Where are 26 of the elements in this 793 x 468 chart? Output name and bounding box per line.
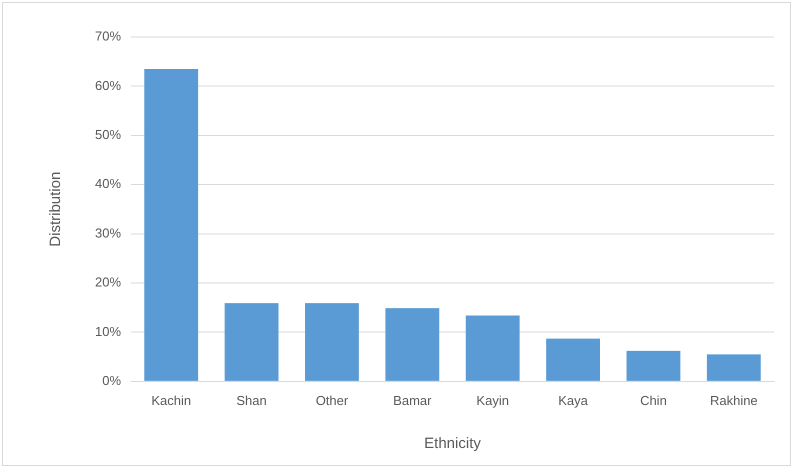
x-tick-label: Other: [316, 392, 349, 408]
bar: [546, 338, 600, 381]
y-tick-label: 40%: [94, 176, 122, 192]
x-tick-label: Kayin: [476, 392, 509, 408]
bar: [305, 303, 359, 381]
x-tick-label: Rakhine: [710, 392, 758, 408]
y-tick-label: 0%: [102, 372, 122, 388]
bar: [706, 354, 761, 381]
y-tick-label: 50%: [94, 126, 122, 142]
bar: [385, 308, 440, 381]
bar: [224, 303, 279, 381]
x-tick-label: Shan: [236, 392, 267, 408]
bar: [466, 315, 520, 381]
x-tick-label: Chin: [640, 392, 667, 408]
x-tick-label: Bamar: [393, 392, 432, 408]
y-tick-label: 30%: [94, 225, 122, 240]
x-tick-label: Kaya: [558, 392, 589, 408]
x-tick-label: Kachin: [151, 392, 192, 408]
x-axis-title: Ethnicity: [424, 435, 482, 452]
bar: [626, 350, 680, 381]
y-tick-label: 70%: [94, 28, 122, 44]
y-tick-label: 20%: [94, 274, 122, 290]
y-axis-title: Distribution: [47, 172, 64, 247]
bar: [144, 68, 198, 381]
y-tick-label: 10%: [94, 324, 122, 339]
y-tick-label: 60%: [94, 78, 122, 93]
